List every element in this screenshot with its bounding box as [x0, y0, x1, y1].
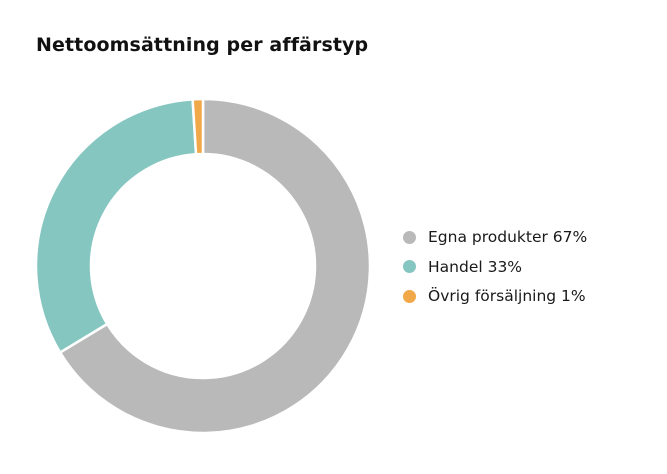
donut-slice-handel	[34, 98, 198, 354]
chart-title: Nettoomsättning per affärstyp	[36, 34, 369, 56]
legend-item: Övrig försäljning 1%	[403, 285, 587, 307]
legend-swatch	[403, 289, 416, 303]
legend-swatch	[403, 230, 416, 244]
legend-swatch	[403, 260, 416, 273]
donut-slice-egna-produkter	[58, 97, 372, 435]
chart-legend: Egna produkter 67% Handel 33% Övrig försäl…	[403, 226, 587, 315]
legend-label: Handel 33%	[428, 257, 523, 276]
legend-item: Handel 33%	[403, 256, 587, 278]
legend-item: Egna produkter 67%	[403, 226, 587, 248]
donut-slice-övrig-försäljning	[191, 97, 205, 156]
legend-label: Egna produkter 67%	[428, 228, 588, 246]
legend-label: Övrig försäljning 1%	[428, 287, 586, 305]
